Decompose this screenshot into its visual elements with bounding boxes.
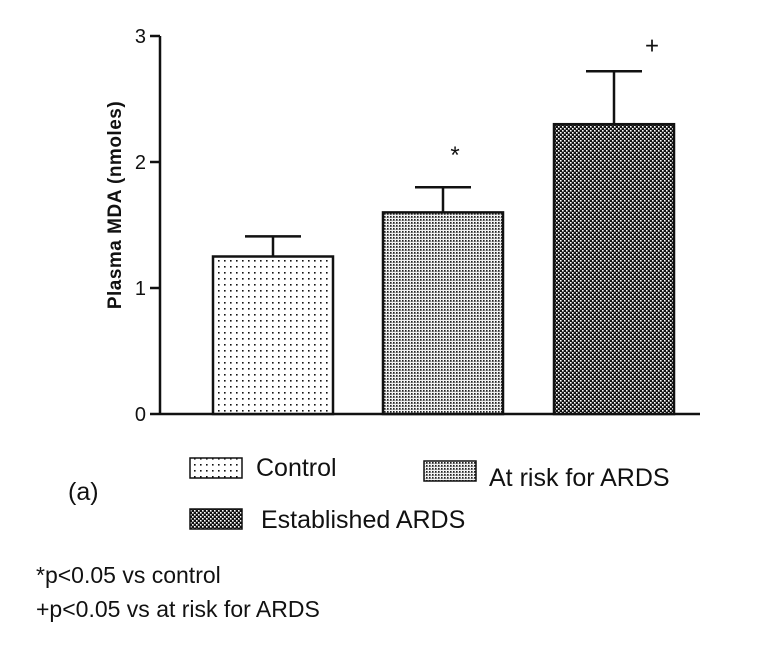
panel-label: (a) (68, 478, 99, 506)
significance-marks: *+ (450, 32, 659, 169)
error-bars (245, 70, 642, 257)
legend-item-at-risk: At risk for ARDS (423, 460, 670, 492)
legend-swatch-at-risk (423, 460, 477, 482)
significance-mark: * (450, 142, 459, 169)
legend-swatch-control (189, 457, 243, 479)
legend-swatch-established (189, 508, 243, 530)
y-axis-label: Plasma MDA (nmoles) (105, 101, 126, 309)
y-tick-label: 3 (135, 26, 146, 48)
legend-label-at-risk: At risk for ARDS (489, 464, 670, 492)
y-tick-label: 2 (135, 152, 146, 174)
legend-item-established: Established ARDS (189, 506, 465, 534)
y-ticks: 0 1 2 3 (135, 26, 160, 426)
bar-3 (552, 122, 676, 416)
footnote-control: *p<0.05 vs control (36, 562, 221, 588)
y-tick-label: 0 (135, 404, 146, 426)
y-tick-label: 1 (135, 278, 146, 300)
bar-1 (211, 255, 335, 416)
bars (211, 122, 676, 416)
legend-item-control: Control (189, 454, 337, 482)
legend-label-control: Control (256, 454, 337, 482)
significance-mark: + (645, 32, 659, 59)
bar-2 (381, 211, 505, 416)
y-axis: 0 1 2 3 (135, 26, 162, 426)
legend: Control At risk for ARDS Established ARD… (189, 454, 670, 534)
legend-label-established: Established ARDS (261, 506, 465, 534)
footnote-at-risk: +p<0.05 vs at risk for ARDS (36, 596, 320, 622)
